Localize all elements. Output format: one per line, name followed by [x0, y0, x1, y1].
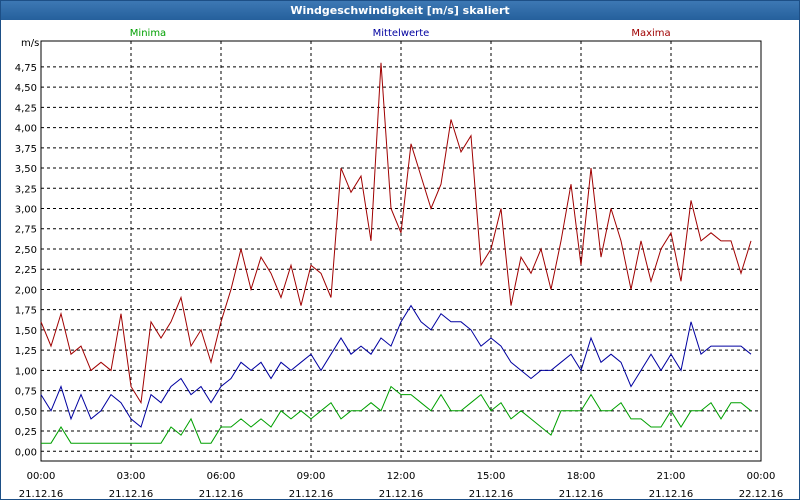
x-tick-label-line: 21.12.16 [109, 489, 154, 499]
y-tick-label: 4,00 [15, 124, 37, 135]
x-tick-label-line: 22.12.16 [739, 489, 784, 499]
x-tick-label-line: 12:00 [387, 471, 416, 482]
x-tick-label-line: 21.12.16 [199, 489, 244, 499]
chart: m/s 0,00 0,25 0,50 0,75 1,00 1,25 1,50 1,75 2,00… [15, 28, 784, 499]
y-tick-label: 1,00 [15, 366, 37, 377]
y-tick-label: 0,25 [15, 427, 37, 438]
legend-entry: Mittelwerte [373, 28, 430, 39]
x-tick-label-line: 09:00 [297, 471, 326, 482]
x-tick-label-line: 21.12.16 [469, 489, 514, 499]
x-tick-label-line: 21.12.16 [649, 489, 694, 499]
x-tick-label: 18:00 21.12.16 [559, 471, 604, 499]
legend-entry: Minima [130, 28, 166, 39]
y-tick-label: 1,50 [15, 326, 37, 337]
y-tick-label: 2,75 [15, 225, 37, 236]
y-tick-label: 4,50 [15, 83, 37, 94]
y-tick-label: 0,00 [15, 447, 37, 458]
x-tick-label-line: 21:00 [657, 471, 686, 482]
x-tick-label: 12:00 21.12.16 [379, 471, 424, 499]
x-tick-label: 00:00 22.12.16 [739, 471, 784, 499]
x-tick-label-line: 00:00 [747, 471, 776, 482]
x-tick-label-line: 03:00 [117, 471, 146, 482]
x-tick-label: 15:00 21.12.16 [469, 471, 514, 499]
series-line [41, 385, 752, 444]
y-tick-label: 1,75 [15, 306, 37, 317]
y-tick-label: 3,25 [15, 184, 37, 195]
x-tick-label: 09:00 21.12.16 [289, 471, 334, 499]
x-tick-label: 03:00 21.12.16 [109, 471, 154, 499]
y-tick-label: 2,25 [15, 265, 37, 276]
y-tick-label: 3,75 [15, 144, 37, 155]
legend-entry: Maxima [631, 28, 670, 39]
x-tick-label-line: 21.12.16 [379, 489, 424, 499]
x-tick-label: 06:00 21.12.16 [199, 471, 244, 499]
y-tick-label: 0,50 [15, 407, 37, 418]
x-tick-label-line: 21.12.16 [559, 489, 604, 499]
x-tick-label-line: 21.12.16 [289, 489, 334, 499]
series-line [40, 304, 752, 428]
x-tick-label-line: 18:00 [567, 471, 596, 482]
y-tick-label: 3,00 [15, 205, 37, 216]
y-tick-label: 0,75 [15, 387, 37, 398]
y-tick-label: 2,00 [15, 285, 37, 296]
x-tick-label-line: 00:00 [27, 471, 56, 482]
x-tick-label-line: 06:00 [207, 471, 236, 482]
y-tick-label: 4,25 [15, 103, 37, 114]
y-tick-label: 3,50 [15, 164, 37, 175]
x-tick-label-line: 21.12.16 [19, 489, 64, 499]
series-line [40, 62, 752, 405]
y-tick-label: 2,50 [15, 245, 37, 256]
x-tick-label-line: 15:00 [477, 471, 506, 482]
x-tick-label: 21:00 21.12.16 [649, 471, 694, 499]
window-title: Windgeschwindigkeit [m/s] skaliert [1, 1, 799, 20]
x-tick-label: 00:00 21.12.16 [19, 471, 64, 499]
y-tick-label: 1,25 [15, 346, 37, 357]
y-axis-label: m/s [21, 38, 39, 49]
y-tick-label: 4,75 [15, 63, 37, 74]
